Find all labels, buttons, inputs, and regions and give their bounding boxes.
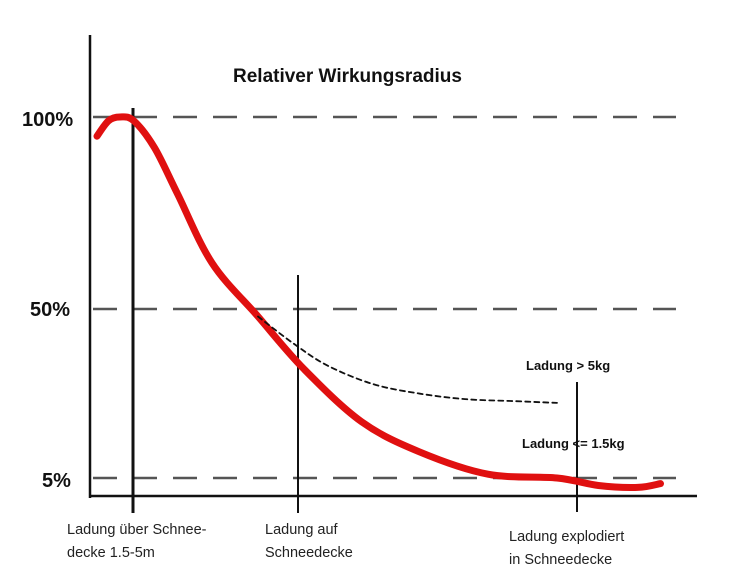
y-tick-label-50: 50% [30,299,70,321]
annotation-gt-5kg: Ladung > 5kg [526,358,610,373]
position-label-0-line-2: decke 1.5-5m [67,545,155,561]
y-tick-label-5: 5% [42,470,71,492]
y-tick-label-100: 100% [22,109,73,131]
series-line-gt-5kg [257,315,558,404]
vline-layer [131,108,578,513]
position-label-0-line-1: Ladung über Schnee- [67,522,207,538]
chart-title: Relativer Wirkungsradius [233,66,462,87]
annotation-le-1-5kg: Ladung <= 1.5kg [522,436,625,451]
position-label-1-line-1: Ladung auf [265,522,339,538]
grid-layer [93,115,676,480]
series-layer [93,113,664,491]
axes-layer [88,35,697,498]
position-label-2-line-1: Ladung explodiert [509,529,624,545]
position-label-1-line-2: Schneedecke [265,545,353,561]
series-line-main [93,113,664,491]
position-label-2-line-2: in Schneedecke [509,552,612,568]
